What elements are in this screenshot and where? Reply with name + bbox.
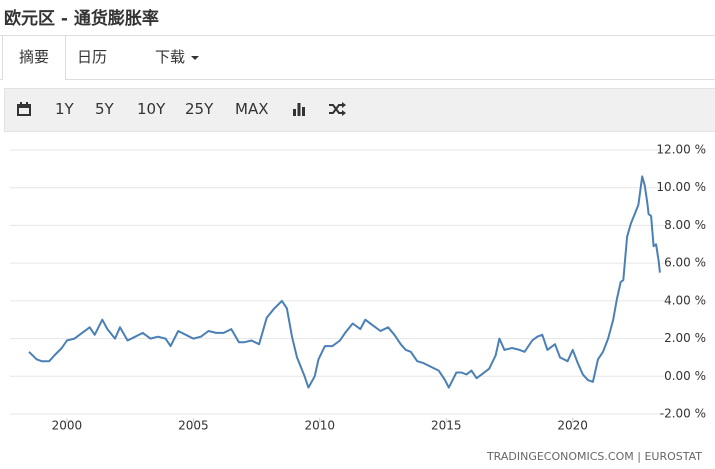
shuffle-icon[interactable] xyxy=(328,101,346,117)
chart: 12.00 % 10.00 % 8.00 % 6.00 % 4.00 % 2.00 % 0.… xyxy=(10,143,706,463)
range-button[interactable]: 25Y xyxy=(185,100,214,118)
dropdown-caret xyxy=(191,55,200,60)
x-tick-label: 2005 xyxy=(178,419,209,433)
x-tick-label: 2015 xyxy=(431,419,462,433)
page-title: 欧元区 - 通货膨胀率 xyxy=(4,9,159,29)
x-tick-label: 2000 xyxy=(52,419,83,433)
tab[interactable]: 摘要 xyxy=(2,36,67,80)
tab[interactable]: 日历 xyxy=(61,36,123,79)
tab-label[interactable]: 摘要 xyxy=(19,48,50,66)
tab[interactable]: 下载 xyxy=(139,36,215,79)
range-button[interactable]: 10Y xyxy=(137,100,166,118)
y-tick-label: -2.00 % xyxy=(660,407,706,421)
x-tick-label: 2020 xyxy=(557,419,588,433)
y-tick-label: 2.00 % xyxy=(664,331,706,345)
y-tick-label: 0.00 % xyxy=(664,369,706,383)
y-tick-label: 6.00 % xyxy=(664,256,706,270)
source-label: TRADINGECONOMICS.COM | EUROSTAT xyxy=(486,450,702,463)
toolbar: 1Y 5Y 10Y 25Y MAX xyxy=(4,88,715,132)
y-tick-label: 10.00 % xyxy=(656,180,706,194)
y-tick-label: 8.00 % xyxy=(664,218,706,232)
y-tick-label: 4.00 % xyxy=(664,293,706,307)
tab-label[interactable]: 下载 xyxy=(155,48,186,66)
range-button[interactable]: 1Y xyxy=(55,100,74,118)
calendar-icon[interactable] xyxy=(16,101,32,117)
chart-type-icon[interactable] xyxy=(292,101,306,117)
range-button[interactable]: MAX xyxy=(235,100,269,118)
line-series xyxy=(28,175,661,389)
tab-label[interactable]: 日历 xyxy=(77,48,108,66)
x-tick-label: 2010 xyxy=(305,419,336,433)
range-button[interactable]: 5Y xyxy=(95,100,114,118)
tab-bar: 摘要 日历 下载 xyxy=(0,35,715,80)
y-tick-label: 12.00 % xyxy=(656,143,706,157)
